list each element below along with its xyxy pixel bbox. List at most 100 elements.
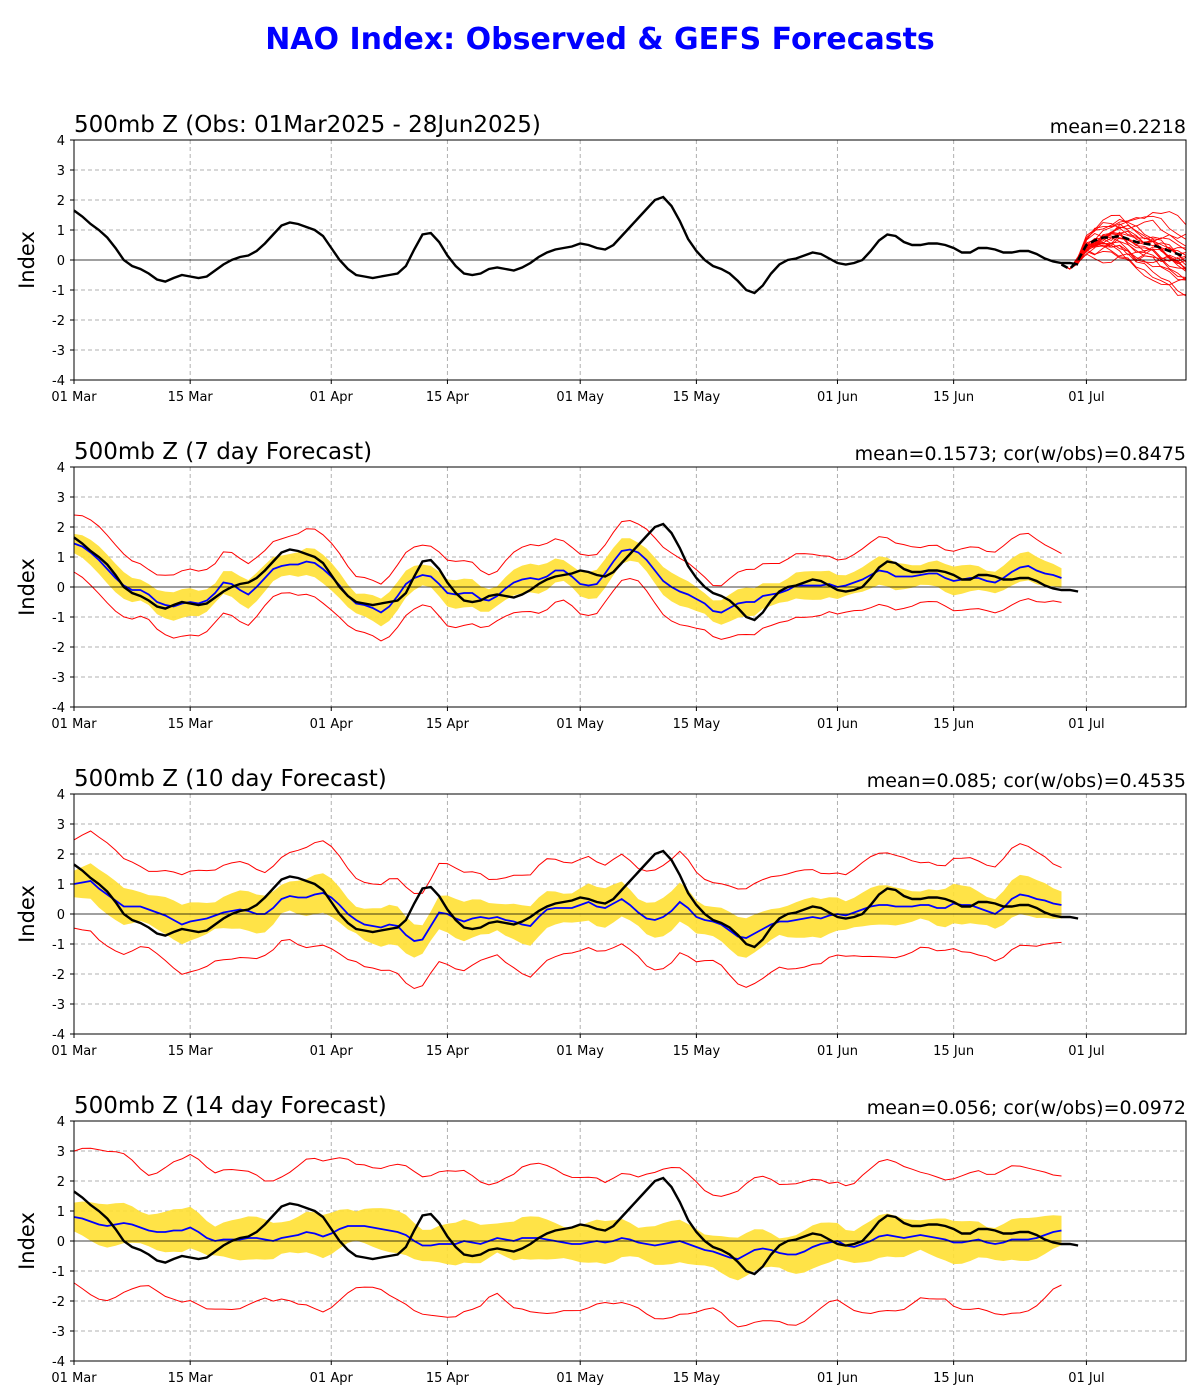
x-tick-label: 01 Mar	[51, 390, 97, 405]
y-tick-label: -3	[52, 1325, 65, 1340]
y-tick-label: -2	[52, 1295, 65, 1310]
main-title: NAO Index: Observed & GEFS Forecasts	[265, 22, 935, 57]
y-tick-label: 3	[57, 491, 65, 506]
y-tick-label: 4	[57, 1115, 65, 1130]
spread-band	[74, 863, 1062, 958]
chart-panel-2: -4 -3 -2 -1 0 1 2 3 4 01 Mar 15 Mar 01 Apr 15 Apr 01 …	[15, 439, 1187, 732]
x-tick-label: 01 Jun	[817, 1371, 858, 1386]
y-tick-label: -1	[52, 284, 65, 299]
y-axis-label: Index	[15, 558, 39, 616]
x-tick-label: 01 Jun	[817, 1044, 858, 1059]
observed-line	[73, 195, 1079, 295]
y-tick-label: -1	[52, 611, 65, 626]
y-axis-label: Index	[15, 231, 39, 289]
x-tick-label: 01 Jun	[817, 717, 858, 732]
ensemble-member-line	[1061, 232, 1187, 270]
x-tick-label: 01 Mar	[51, 1371, 97, 1386]
x-tick-label: 15 Jun	[933, 390, 974, 405]
member-max-line	[73, 514, 1062, 587]
spread-band	[74, 533, 1062, 627]
y-tick-label: -3	[52, 344, 65, 359]
y-tick-label: 2	[57, 194, 65, 209]
y-tick-label: 4	[57, 134, 65, 149]
y-tick-label: -3	[52, 998, 65, 1013]
x-tick-label: 15 Jun	[933, 1371, 974, 1386]
y-tick-label: -4	[52, 1028, 65, 1043]
y-tick-label: 1	[57, 878, 65, 893]
panel-title: 500mb Z (7 day Forecast)	[74, 439, 372, 465]
y-tick-label: -2	[52, 314, 65, 329]
y-tick-label: 1	[57, 551, 65, 566]
x-tick-label: 15 Mar	[168, 717, 214, 732]
panel-stat: mean=0.056; cor(w/obs)=0.0972	[867, 1097, 1186, 1119]
y-tick-label: 0	[57, 908, 65, 923]
ensemble-member-line	[1061, 232, 1187, 270]
x-tick-label: 01 May	[556, 390, 604, 405]
x-tick-label: 15 Apr	[426, 390, 470, 405]
panel-title: 500mb Z (Obs: 01Mar2025 - 28Jun2025)	[74, 112, 541, 138]
x-tick-label: 01 May	[556, 717, 604, 732]
x-tick-label: 15 Mar	[168, 390, 214, 405]
panel-title: 500mb Z (14 day Forecast)	[74, 1093, 387, 1119]
x-tick-label: 01 Jul	[1068, 1371, 1104, 1386]
x-tick-label: 15 Apr	[426, 1044, 470, 1059]
y-tick-label: -4	[52, 1355, 65, 1370]
ensemble-member-line	[1061, 211, 1187, 270]
member-min-line	[73, 1282, 1062, 1328]
x-tick-label: 01 Apr	[310, 1371, 354, 1386]
x-tick-label: 15 May	[673, 1371, 721, 1386]
member-max-line	[73, 830, 1062, 895]
x-tick-label: 15 Mar	[168, 1371, 214, 1386]
member-max-line	[73, 1147, 1062, 1197]
panel-stat: mean=0.2218	[1050, 116, 1186, 138]
y-tick-label: 0	[57, 581, 65, 596]
observed-line	[73, 849, 1079, 949]
x-tick-label: 01 May	[556, 1044, 604, 1059]
y-tick-label: 2	[57, 848, 65, 863]
panel-stat: mean=0.1573; cor(w/obs)=0.8475	[855, 443, 1186, 465]
member-min-line	[73, 571, 1062, 642]
observed-line	[73, 522, 1079, 622]
x-tick-label: 01 Mar	[51, 717, 97, 732]
x-tick-label: 15 Jun	[933, 717, 974, 732]
y-tick-label: 3	[57, 164, 65, 179]
y-tick-label: -3	[52, 671, 65, 686]
y-tick-label: -4	[52, 701, 65, 716]
panel-title: 500mb Z (10 day Forecast)	[74, 766, 387, 792]
y-axis-label: Index	[15, 885, 39, 943]
panel-stat: mean=0.085; cor(w/obs)=0.4535	[867, 770, 1186, 792]
chart-panel-4: -4 -3 -2 -1 0 1 2 3 4 01 Mar 15 Mar 01 Apr 15 Apr 01 …	[15, 1093, 1187, 1386]
y-axis-label: Index	[15, 1212, 39, 1270]
chart-panel-1: -4 -3 -2 -1 0 1 2 3 4 01 Mar 15 Mar 01 Apr 15 Apr 01 …	[15, 112, 1187, 405]
ensemble-member-line	[1061, 214, 1187, 270]
y-tick-label: 4	[57, 788, 65, 803]
y-tick-label: 4	[57, 461, 65, 476]
x-tick-label: 15 Apr	[426, 1371, 470, 1386]
y-tick-label: 0	[57, 254, 65, 269]
ensemble-mean-forecast-line	[1060, 234, 1187, 271]
x-tick-label: 01 Jun	[817, 390, 858, 405]
x-tick-label: 15 Apr	[426, 717, 470, 732]
x-tick-label: 01 Jul	[1068, 1044, 1104, 1059]
x-tick-label: 01 May	[556, 1371, 604, 1386]
y-tick-label: 1	[57, 1205, 65, 1220]
x-tick-label: 01 Mar	[51, 1044, 97, 1059]
y-tick-label: -1	[52, 938, 65, 953]
x-tick-label: 15 May	[673, 1044, 721, 1059]
x-tick-label: 01 Apr	[310, 1044, 354, 1059]
y-tick-label: 1	[57, 224, 65, 239]
y-tick-label: -4	[52, 374, 65, 389]
ensemble-member-line	[1061, 222, 1187, 270]
x-tick-label: 01 Jul	[1068, 717, 1104, 732]
y-tick-label: 3	[57, 818, 65, 833]
ensemble-member-line	[1061, 225, 1187, 270]
x-tick-label: 01 Apr	[310, 390, 354, 405]
y-tick-label: 3	[57, 1145, 65, 1160]
ensemble-member-line	[1061, 227, 1187, 270]
ensemble-mean-line	[73, 880, 1062, 942]
member-min-line	[73, 927, 1062, 990]
x-tick-label: 15 May	[673, 717, 721, 732]
y-tick-label: 2	[57, 521, 65, 536]
y-tick-label: 0	[57, 1235, 65, 1250]
x-tick-label: 15 Jun	[933, 1044, 974, 1059]
